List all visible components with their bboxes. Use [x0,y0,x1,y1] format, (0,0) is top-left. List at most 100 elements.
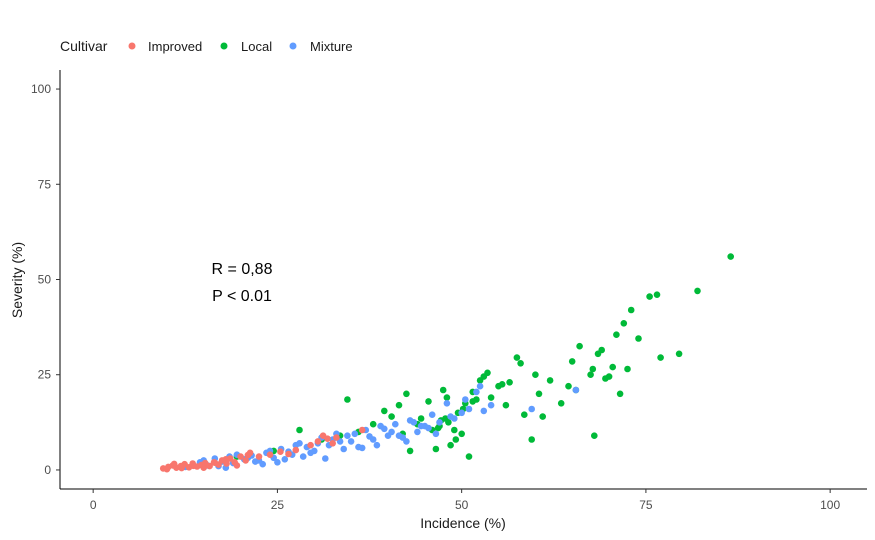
x-axis-title: Incidence (%) [420,515,506,531]
point-local [587,371,594,379]
point-local [442,415,449,422]
point-local [506,379,513,386]
point-local [627,306,635,314]
x-tick-label: 0 [90,498,97,512]
point-local [403,390,410,398]
point-local [452,436,460,443]
point-mixture [462,396,469,403]
point-mixture [388,428,395,436]
legend-title: Cultivar [60,38,108,54]
point-local [432,445,440,453]
point-local [425,398,432,405]
point-improved [333,434,340,441]
point-local [609,363,616,371]
annotation-correlation: R = 0,88 [212,261,273,278]
point-mixture [432,430,440,438]
point-local [406,447,414,455]
legend-label-mixture: Mixture [310,39,353,54]
point-local [646,293,653,300]
y-tick-label: 100 [31,82,51,96]
point-local [602,375,609,382]
point-local [417,415,425,422]
point-local [539,413,546,420]
point-improved [163,465,171,473]
point-local [589,365,597,373]
point-local [502,401,510,409]
point-local [434,424,442,432]
point-local [296,426,303,434]
point-local [568,358,576,365]
x-tick-label: 50 [455,498,469,512]
point-mixture [447,413,454,420]
point-mixture [473,388,480,396]
point-improved [307,441,314,449]
point-improved [266,451,274,459]
point-local [546,377,554,384]
point-mixture [344,432,351,440]
point-mixture [436,419,443,426]
legend-label-local: Local [241,39,272,54]
point-mixture [292,441,300,449]
point-local [653,291,661,299]
point-mixture [487,401,495,409]
point-mixture [358,444,366,452]
point-mixture [322,455,329,462]
point-local [395,401,403,409]
point-mixture [395,432,403,440]
point-improved [244,451,252,459]
y-tick-label: 50 [38,273,52,287]
point-mixture [480,407,488,415]
point-improved [211,459,219,467]
point-local [443,394,451,401]
annotation-p-value: P < 0.01 [212,288,272,305]
point-improved [324,435,331,443]
y-axis-ticks: 0 25 50 75 100 [31,82,60,477]
x-tick-label: 75 [639,498,653,512]
point-local [557,400,565,407]
point-improved [189,460,196,467]
point-mixture [528,405,535,413]
point-local [657,354,664,361]
point-mixture [458,409,466,417]
point-local [613,331,620,339]
y-tick-label: 75 [38,177,52,191]
point-mixture [414,428,421,436]
point-local [675,350,683,358]
point-local [521,411,528,419]
point-local [484,369,491,377]
point-mixture [465,405,473,413]
point-improved [255,453,263,460]
x-axis-ticks: 0 25 50 75 100 [90,489,840,512]
point-local [535,390,543,398]
point-improved [285,450,292,458]
point-local [528,436,535,443]
point-mixture [366,433,373,440]
legend-label-improved: Improved [148,39,202,54]
point-mixture [299,453,307,460]
point-mixture [252,458,259,465]
legend-key-improved [128,42,136,50]
point-local [439,386,447,394]
point-improved [206,462,213,470]
point-improved [277,448,284,456]
point-mixture [259,460,267,468]
point-improved [314,438,322,445]
point-local [565,382,572,390]
point-local [727,253,734,260]
y-tick-label: 25 [38,368,52,382]
point-mixture [340,445,348,453]
point-local [694,287,701,295]
point-mixture [392,420,399,428]
point-mixture [281,456,289,463]
point-local [517,360,524,367]
point-mixture [307,449,314,457]
point-mixture [351,430,359,438]
point-mixture [347,438,355,445]
point-mixture [417,422,425,430]
point-local [458,430,466,438]
y-axis-title: Severity (%) [9,242,25,318]
point-local [635,335,642,342]
point-mixture [373,441,381,449]
point-mixture [403,438,410,445]
point-mixture [476,382,484,390]
